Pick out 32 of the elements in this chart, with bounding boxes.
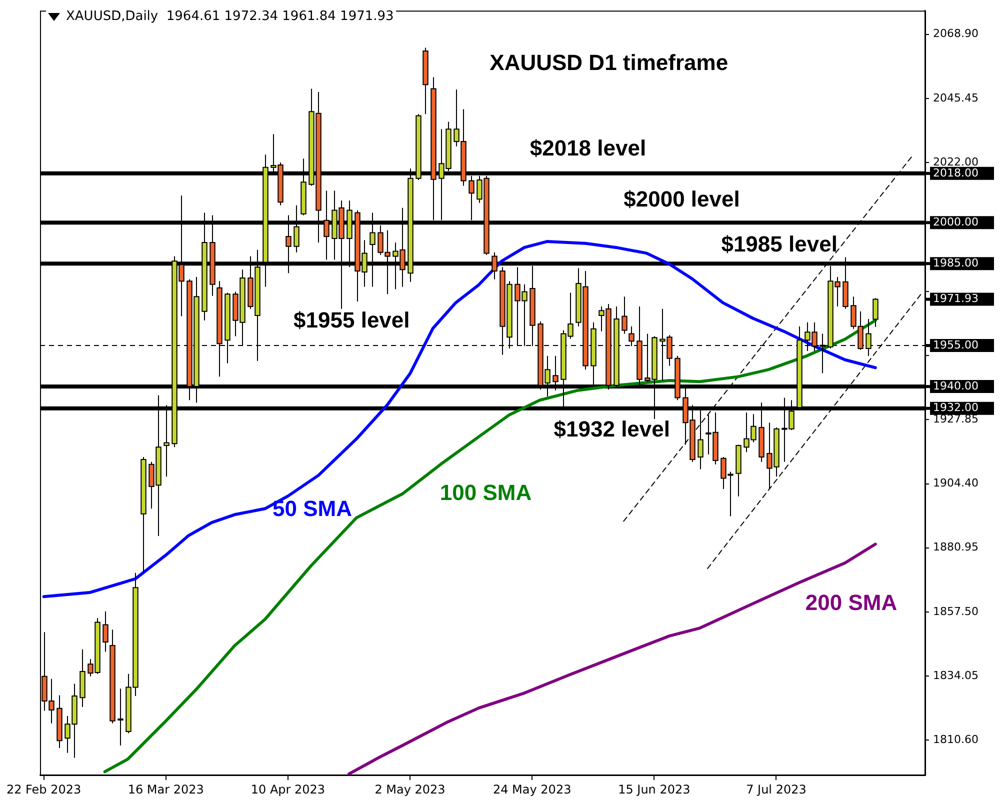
x-tick-label: 2 May 2023	[374, 782, 446, 796]
x-tick-label: 24 May 2023	[492, 782, 572, 796]
x-tick-label: 16 Mar 2023	[128, 782, 204, 796]
y-tick-label: 1927.85	[933, 412, 978, 426]
y-tick-label: 2018.00	[933, 166, 978, 180]
y-tick-label: 2000.00	[933, 215, 978, 228]
y-tick-label: 1880.95	[933, 540, 978, 554]
y-tick-label: 1932.00	[933, 401, 978, 414]
ref-line-label: $1985 level	[721, 232, 838, 257]
series-label: 100 SMA	[440, 480, 532, 505]
y-tick-label: 2045.45	[933, 91, 978, 104]
y-tick-label: 1955.00	[933, 338, 978, 352]
x-tick-label: 7 Jul 2023	[746, 782, 806, 796]
series-label: 200 SMA	[805, 590, 898, 615]
y-tick-label: 1904.40	[933, 476, 978, 490]
y-tick-label: 2068.90	[933, 27, 978, 40]
y-tick-label: 1810.60	[933, 732, 978, 746]
x-tick-label: 22 Feb 2023	[6, 782, 82, 796]
x-tick-label: 10 Apr 2023	[250, 782, 326, 796]
annotation: XAUUSD D1 timeframe	[490, 50, 728, 75]
chart-title: XAUUSD,Daily 1964.61 1972.34 1961.84 1971.93	[66, 9, 394, 24]
ref-line-label: $2000 level	[624, 186, 740, 212]
x-tick-label: 15 Jun 2023	[618, 782, 690, 796]
ref-line-label: $1955 level	[294, 308, 410, 333]
y-tick-label: 1940.00	[933, 379, 978, 392]
ref-line-label: $2018 level	[530, 135, 646, 160]
y-tick-label: 1834.05	[933, 668, 978, 682]
y-tick-label: 1971.93	[933, 292, 978, 306]
y-tick-label: 1985.00	[933, 256, 978, 270]
y-tick-label: 1857.50	[933, 604, 978, 618]
y-tick-label: 2022.00	[933, 155, 978, 168]
ref-line-label: $1932 level	[554, 416, 670, 442]
